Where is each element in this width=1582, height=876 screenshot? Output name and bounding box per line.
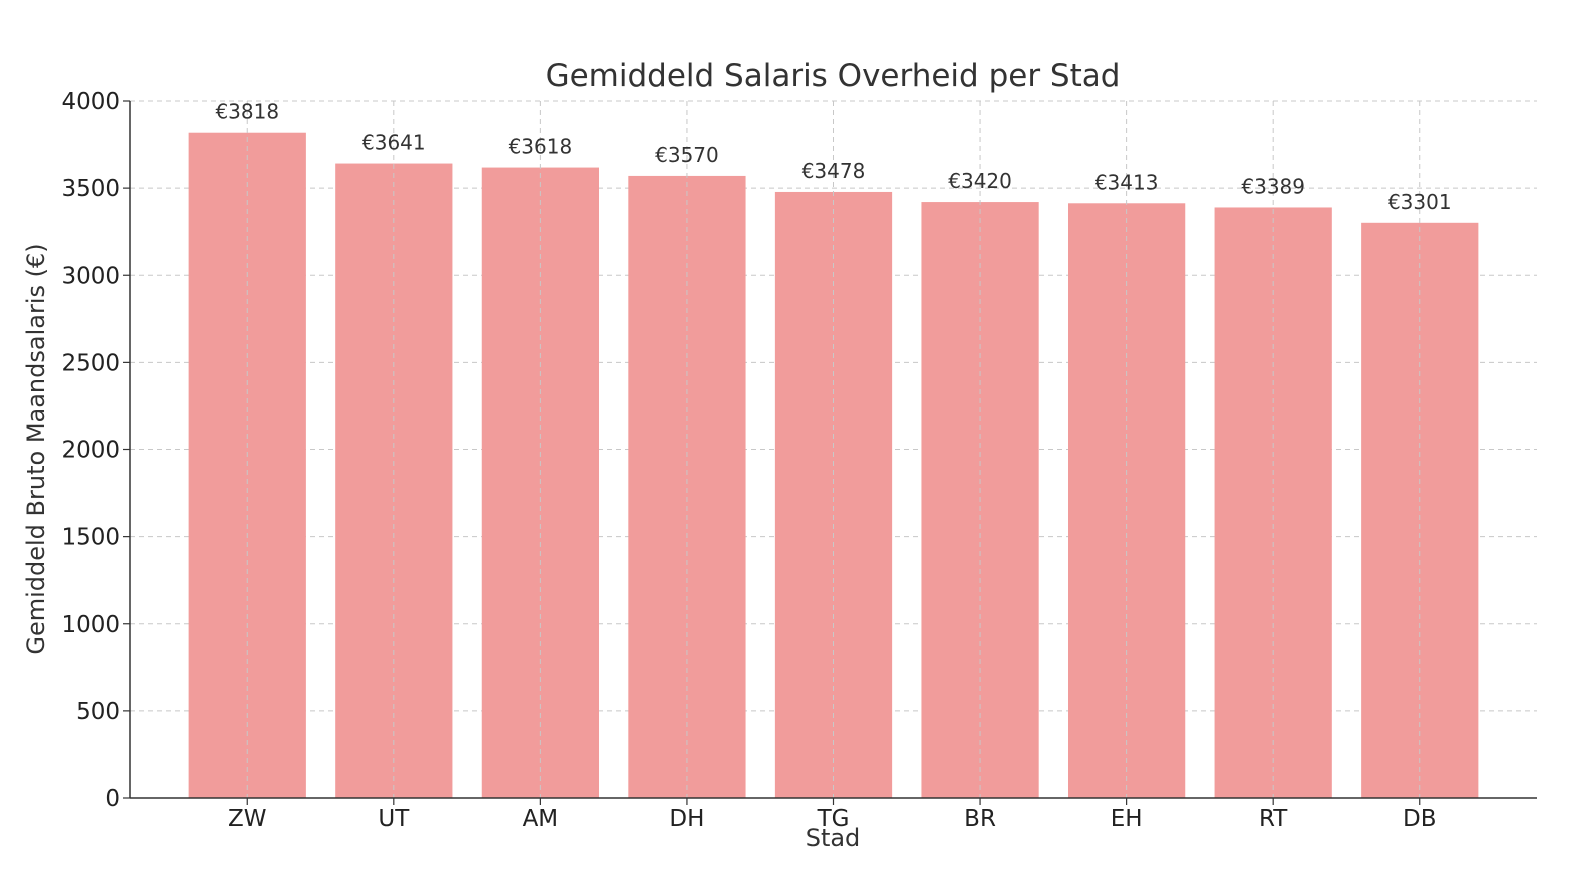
- x-tick-label-rt: RT: [1259, 806, 1288, 832]
- data-label-am: €3618: [509, 135, 573, 159]
- x-tick-label-tg: TG: [817, 806, 850, 832]
- bars: [188, 101, 1479, 799]
- y-tick-label: 0: [105, 786, 120, 812]
- y-axis-label: Gemiddeld Bruto Maandsalaris (€): [22, 243, 50, 654]
- y-tick-label: 2500: [61, 350, 120, 376]
- y-tick-label: 3500: [61, 176, 120, 202]
- data-label-tg: €3478: [802, 159, 866, 183]
- data-label-eh: €3413: [1095, 170, 1159, 194]
- data-label-dh: €3570: [655, 143, 719, 167]
- x-tick-label-eh: EH: [1111, 806, 1143, 832]
- y-tick-label: 500: [76, 699, 120, 725]
- y-tick-label: 4000: [61, 89, 120, 115]
- bar-dh: [628, 175, 746, 799]
- y-tick-label: 2000: [61, 438, 120, 464]
- data-label-br: €3420: [948, 169, 1012, 193]
- bar-rt: [1214, 207, 1332, 799]
- x-tick-label-br: BR: [964, 806, 996, 832]
- data-label-rt: €3389: [1241, 174, 1305, 198]
- axes: [123, 100, 1537, 805]
- data-label-ut: €3641: [362, 131, 426, 155]
- x-tick-label-dh: DH: [669, 806, 704, 832]
- x-axis-label: Stad: [806, 824, 861, 852]
- x-tick-label-db: DB: [1403, 806, 1437, 832]
- data-label-zw: €3818: [215, 100, 279, 124]
- labels: 0 500 1000 1500 2000 2500 3000 3500 4000 ZW UT AM DH…: [61, 89, 1451, 832]
- data-label-db: €3301: [1388, 190, 1452, 214]
- y-tick-label: 3000: [61, 263, 120, 289]
- x-tick-label-am: AM: [523, 806, 559, 832]
- y-tick-label: 1500: [61, 525, 120, 551]
- chart-title: Gemiddeld Salaris Overheid per Stad: [546, 58, 1121, 94]
- y-tick-label: 1000: [61, 612, 120, 638]
- x-tick-label-ut: UT: [378, 806, 410, 832]
- x-tick-label-zw: ZW: [228, 806, 267, 832]
